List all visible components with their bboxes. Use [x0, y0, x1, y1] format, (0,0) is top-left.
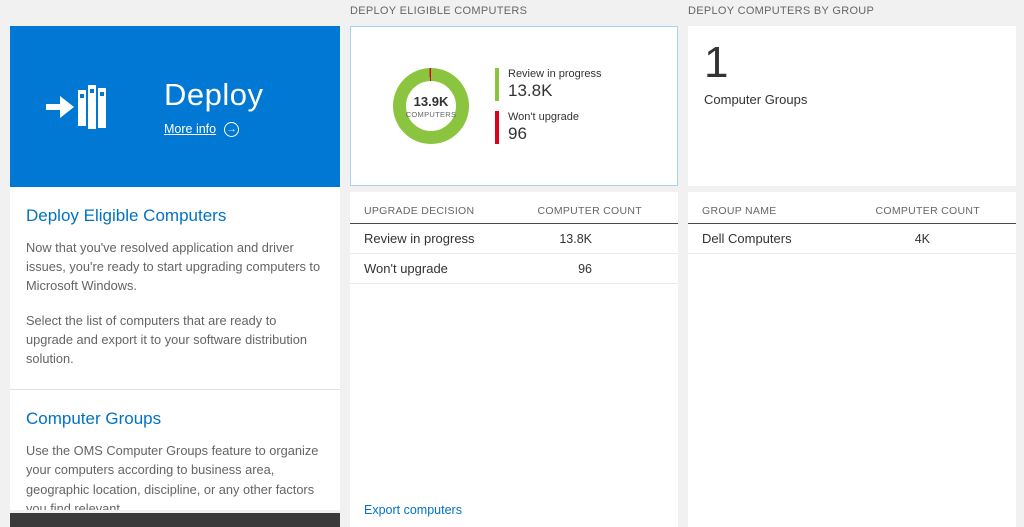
left-column: Deploy More info → Deploy Eligible Compu… [10, 26, 340, 527]
computer-groups-count-card[interactable]: 1 Computer Groups [688, 26, 1016, 186]
column-header-deploy-by-group: DEPLOY COMPUTERS BY GROUP [688, 5, 875, 17]
deploy-computers-by-group-column: DEPLOY COMPUTERS BY GROUP 1 Computer Gro… [688, 0, 1016, 527]
donut-legend: Review in progress 13.8K Won't upgrade 9… [495, 68, 602, 144]
more-info-label: More info [164, 122, 217, 136]
section-deploy-eligible-computers: Deploy Eligible Computers Now that you'v… [10, 187, 340, 391]
table-row[interactable]: Won't upgrade 96 [350, 254, 678, 284]
section-paragraph: Now that you've resolved application and… [26, 240, 321, 294]
donut-center-label: COMPUTERS [405, 109, 457, 119]
more-info-link[interactable]: More info → [164, 121, 264, 137]
row-value: 96 [578, 261, 592, 276]
row-label: Dell Computers [702, 231, 792, 246]
table-row[interactable]: Dell Computers 4K [688, 224, 1016, 254]
section-paragraph: Select the list of computers that are re… [26, 312, 307, 366]
deploy-icon [46, 84, 106, 129]
eligible-computers-chart-card[interactable]: 13.9K COMPUTERS Review in progress 13.8K… [350, 26, 678, 186]
column-header-computer-count: COMPUTER COUNT [875, 205, 980, 217]
column-header-deploy-eligible: DEPLOY ELIGIBLE COMPUTERS [350, 5, 528, 17]
section-paragraph: Use the OMS Computer Groups feature to o… [26, 443, 319, 510]
donut-chart[interactable]: 13.9K COMPUTERS [393, 68, 469, 144]
deploy-tile-text: Deploy More info → [164, 77, 264, 137]
legend-label: Won't upgrade [508, 111, 580, 123]
group-count-label: Computer Groups [704, 92, 808, 108]
row-label: Review in progress [364, 231, 475, 246]
bottom-tile-edge [10, 513, 340, 527]
legend-value: 13.8K [508, 81, 553, 101]
row-label: Won't upgrade [364, 261, 448, 276]
row-value: 4K [914, 231, 930, 246]
row-bar-track [938, 235, 1002, 242]
table-row[interactable]: Review in progress 13.8K [350, 224, 678, 254]
row-bar-track [600, 265, 664, 272]
row-bar-track [600, 235, 664, 242]
legend-label: Review in progress [508, 68, 602, 81]
table-header-row: GROUP NAME COMPUTER COUNT [688, 192, 1016, 224]
row-value: 13.8K [559, 231, 592, 246]
group-count: 1 [704, 38, 729, 87]
section-computer-groups: Computer Groups Use the OMS Computer Gro… [10, 390, 340, 510]
legend-item-review-in-progress[interactable]: Review in progress 13.8K [495, 68, 602, 101]
column-header-computer-count: COMPUTER COUNT [537, 205, 642, 217]
donut-center-value: 13.9K [413, 93, 449, 109]
export-computers-link[interactable]: Export computers [364, 503, 462, 517]
legend-color-bar [495, 68, 499, 101]
group-name-table: GROUP NAME COMPUTER COUNT Dell Computers… [688, 192, 1016, 527]
legend-value: 96 [508, 124, 527, 143]
column-header-group-name: GROUP NAME [702, 205, 777, 217]
donut-center: 13.9K COMPUTERS [406, 81, 456, 131]
legend-item-wont-upgrade[interactable]: Won't upgrade 96 [495, 111, 602, 144]
left-description-panel: Deploy Eligible Computers Now that you'v… [10, 187, 340, 510]
deploy-eligible-computers-column: DEPLOY ELIGIBLE COMPUTERS 13.9K COMPUTER… [350, 0, 678, 527]
deploy-tile[interactable]: Deploy More info → [10, 26, 340, 187]
page-title: Deploy [164, 76, 264, 112]
section-heading: Deploy Eligible Computers [26, 206, 227, 225]
arrow-circle-icon: → [224, 121, 240, 137]
section-heading: Computer Groups [26, 409, 162, 429]
upgrade-decision-table: UPGRADE DECISION COMPUTER COUNT Review i… [350, 192, 678, 527]
legend-color-bar [495, 111, 499, 144]
column-header-upgrade-decision: UPGRADE DECISION [364, 205, 475, 217]
table-header-row: UPGRADE DECISION COMPUTER COUNT [350, 192, 678, 224]
